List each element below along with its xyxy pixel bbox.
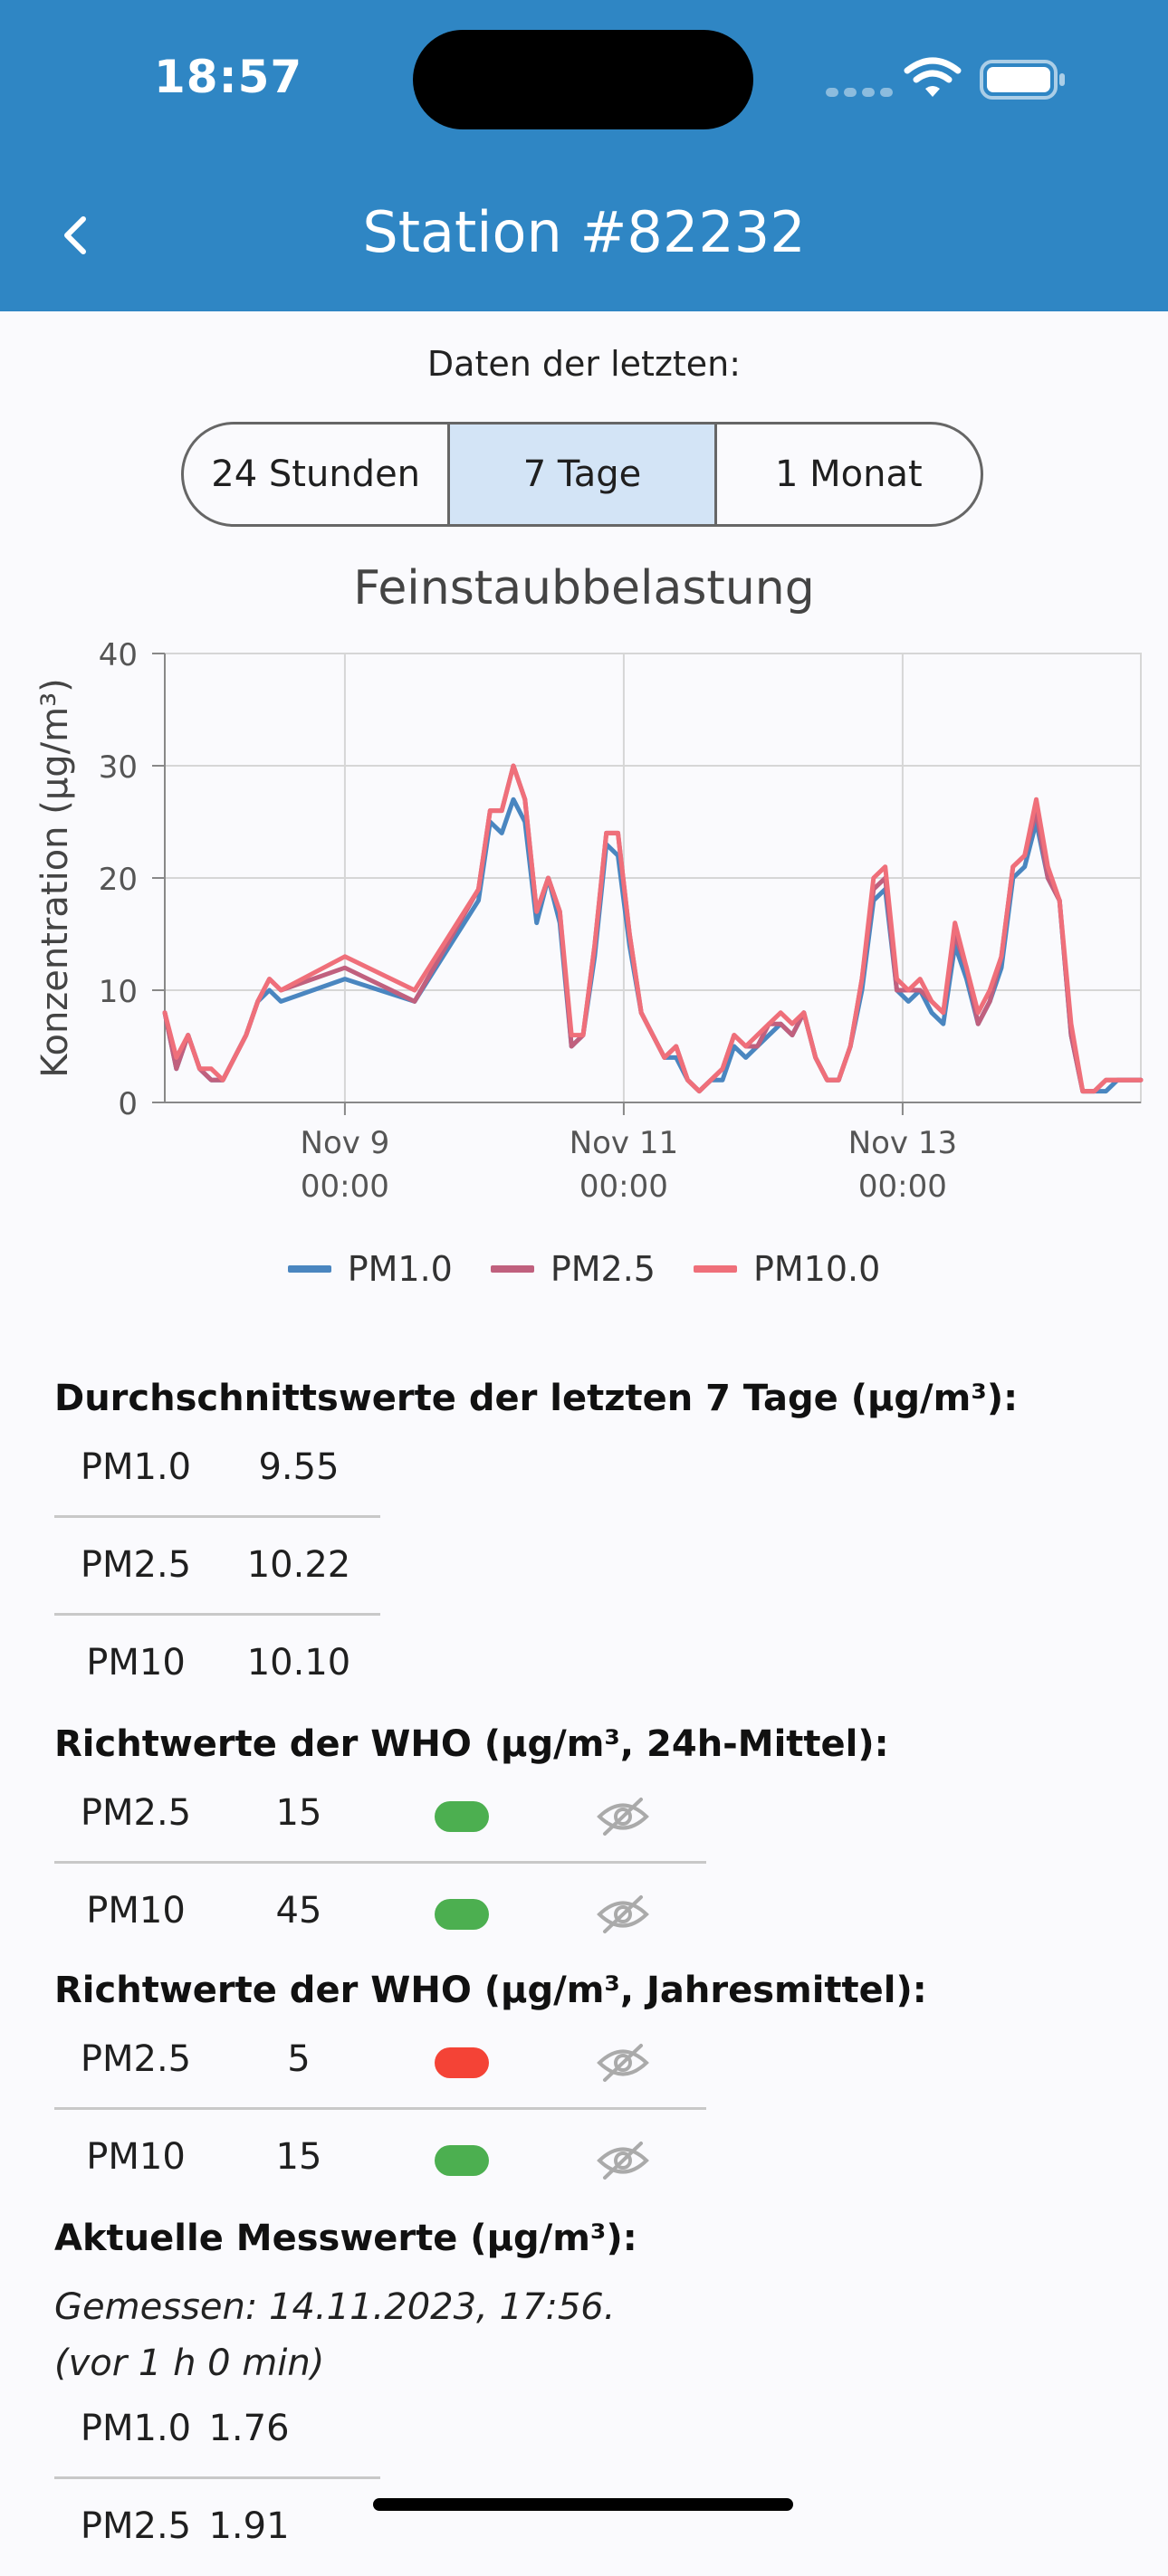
x-tick-label: Nov 11	[570, 1125, 678, 1161]
period-option-24h[interactable]: 24 Stunden	[184, 425, 451, 524]
table-row: PM2.5 15	[54, 1765, 706, 1863]
x-tick-label: 00:00	[858, 1169, 947, 1205]
table-row: PM10 45	[54, 1863, 706, 1961]
legend-swatch-pm1	[287, 1265, 331, 1273]
row-value: 45	[275, 1890, 322, 1932]
row-divider	[54, 1861, 706, 1864]
page-title: Station #82232	[362, 199, 806, 265]
status-indicator-green	[435, 1801, 489, 1832]
chart-title: Feinstaubbelastung	[353, 561, 815, 615]
row-value: 10.10	[246, 1642, 351, 1684]
y-tick-label: 10	[99, 974, 138, 1010]
row-label: PM10	[86, 2136, 186, 2178]
cellular-signal-icon	[826, 83, 898, 100]
measured-ago: (vor 1 h 0 min)	[54, 2342, 325, 2384]
row-label: PM10	[86, 1890, 186, 1932]
status-time: 18:57	[154, 51, 303, 103]
eye-off-icon[interactable]	[596, 2138, 650, 2183]
row-label: PM1.0	[80, 1446, 192, 1488]
legend-item-pm10[interactable]: PM10.0	[693, 1249, 881, 1289]
eye-off-icon[interactable]	[596, 1892, 650, 1937]
x-tick-label: Nov 9	[301, 1125, 390, 1161]
legend-label-pm10: PM10.0	[752, 1249, 881, 1289]
wifi-icon	[904, 57, 962, 97]
row-value: 15	[275, 2136, 322, 2178]
row-label: PM1.0	[80, 2408, 192, 2449]
y-axis-label: Konzentration (µg/m³)	[34, 678, 76, 1078]
table-row: PM2.5 5	[54, 2011, 706, 2109]
row-divider	[54, 1515, 380, 1518]
row-divider	[54, 2476, 380, 2479]
legend-item-pm25[interactable]: PM2.5	[490, 1249, 656, 1289]
row-value: 1.91	[208, 2505, 290, 2547]
row-label: PM2.5	[80, 1544, 192, 1586]
chart-legend: PM1.0 PM2.5 PM10.0	[0, 1249, 1168, 1289]
y-tick-label: 20	[99, 862, 138, 898]
row-value: 15	[275, 1792, 322, 1834]
eye-off-icon[interactable]	[596, 1794, 650, 1839]
x-tick-label: 00:00	[301, 1169, 389, 1205]
dynamic-island	[413, 30, 753, 129]
x-tick-label: Nov 13	[848, 1125, 957, 1161]
row-value: 1.76	[208, 2408, 290, 2449]
status-indicator-red	[435, 2047, 489, 2078]
y-tick-label: 40	[99, 637, 138, 673]
row-label: PM2.5	[80, 2038, 192, 2080]
status-indicator-green	[435, 1899, 489, 1930]
row-divider	[54, 2107, 706, 2110]
who-year-heading: Richtwerte der WHO (µg/m³, Jahresmittel)…	[54, 1970, 927, 2011]
status-indicator-green	[435, 2145, 489, 2176]
eye-off-icon[interactable]	[596, 2040, 650, 2085]
legend-item-pm1[interactable]: PM1.0	[287, 1249, 453, 1289]
chevron-left-icon[interactable]	[58, 210, 91, 261]
row-value: 10.22	[246, 1544, 351, 1586]
y-tick-label: 0	[118, 1086, 138, 1122]
period-selector: 24 Stunden 7 Tage 1 Monat	[181, 422, 983, 527]
row-value: 5	[287, 2038, 311, 2080]
row-label: PM10	[86, 1642, 186, 1684]
legend-swatch-pm25	[490, 1265, 534, 1273]
battery-icon	[980, 60, 1065, 100]
series-line-pm100	[162, 763, 1144, 1094]
legend-label-pm1: PM1.0	[347, 1249, 453, 1289]
y-tick-label: 30	[99, 749, 138, 786]
measured-timestamp: Gemessen: 14.11.2023, 17:56.	[54, 2286, 616, 2328]
row-divider	[54, 1613, 380, 1616]
legend-swatch-pm10	[693, 1265, 737, 1273]
period-option-1m[interactable]: 1 Monat	[774, 453, 923, 495]
who-24h-heading: Richtwerte der WHO (µg/m³, 24h-Mittel):	[54, 1723, 889, 1765]
pm-line-chart: 0 10 20 30 40 Nov 9 00:00 Nov 11 00:00 Nov 13 00:0…	[34, 637, 1144, 1205]
home-indicator	[373, 2498, 793, 2511]
table-row: PM10 15	[54, 2109, 706, 2207]
period-label: Daten der letzten:	[426, 344, 742, 384]
current-heading: Aktuelle Messwerte (µg/m³):	[54, 2218, 637, 2259]
app-header: 18:57 Station #82232	[0, 0, 1168, 311]
row-label: PM2.5	[80, 1792, 192, 1834]
row-value: 9.55	[258, 1446, 340, 1488]
period-option-7d[interactable]: 7 Tage	[450, 425, 717, 524]
x-tick-label: 00:00	[579, 1169, 668, 1205]
averages-heading: Durchschnittswerte der letzten 7 Tage (µ…	[54, 1378, 1019, 1419]
legend-label-pm25: PM2.5	[550, 1249, 656, 1289]
